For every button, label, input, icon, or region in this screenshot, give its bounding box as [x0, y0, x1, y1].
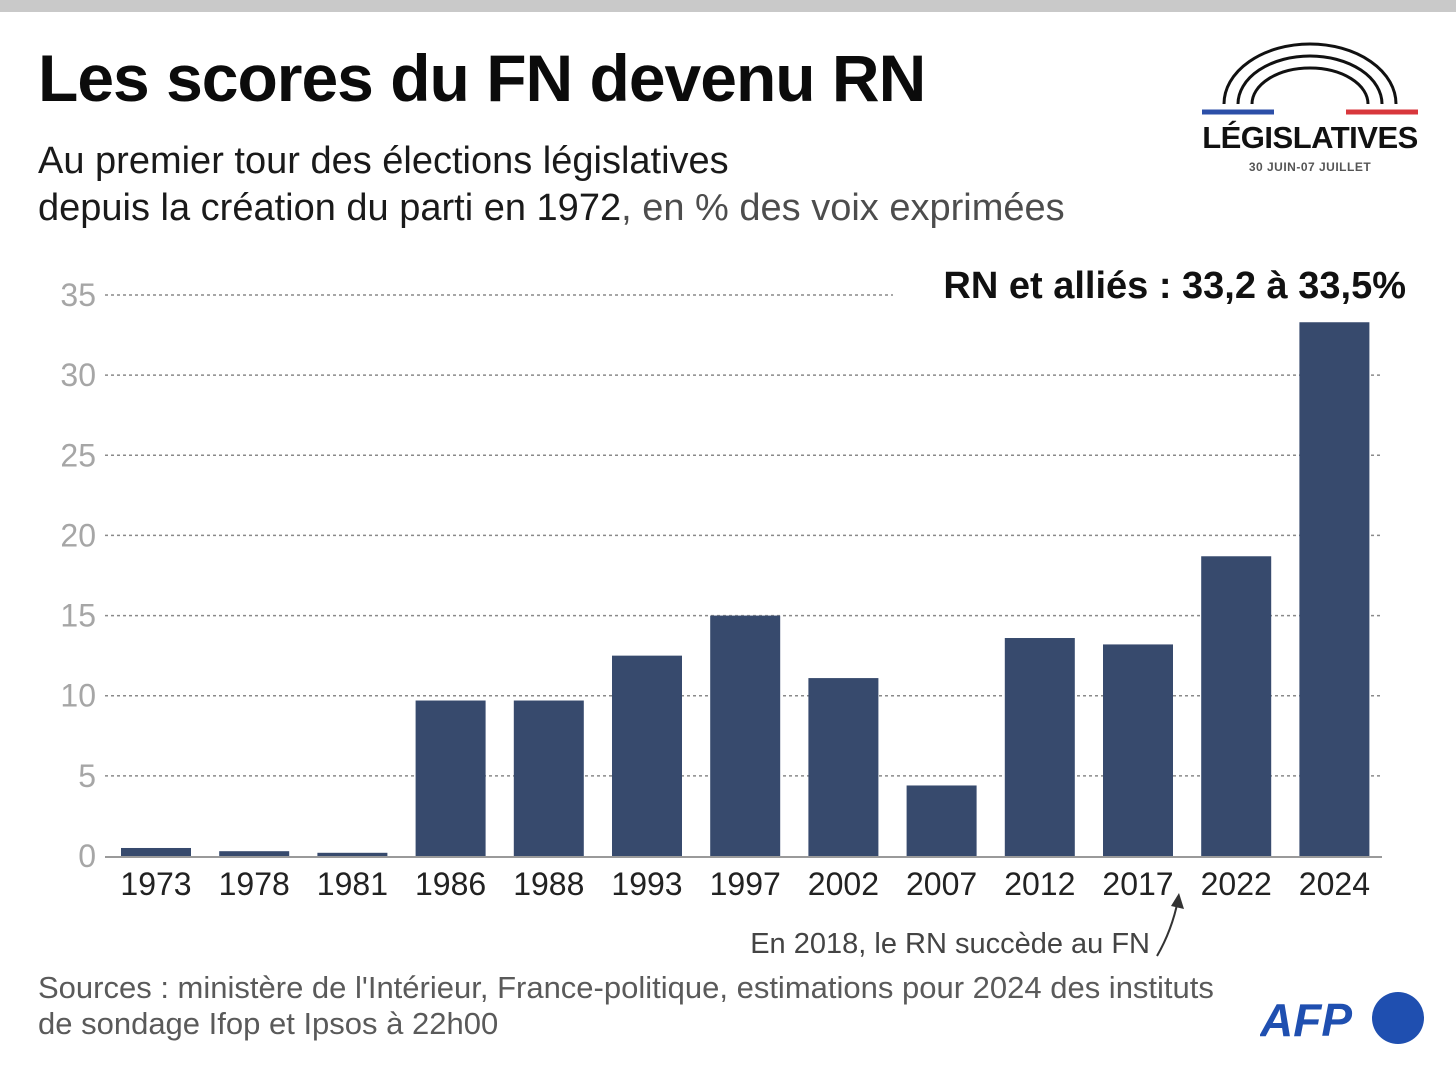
y-tick-label: 20	[60, 517, 96, 553]
bar-2002	[808, 678, 879, 856]
chart-title: Les scores du FN devenu RN	[38, 41, 926, 115]
y-tick-label: 5	[78, 758, 96, 794]
x-tick-label: 2002	[808, 866, 879, 902]
bar-1993	[612, 655, 682, 856]
x-tick-label: 2007	[906, 866, 977, 902]
annotation-arrowhead-icon	[1171, 893, 1184, 909]
bar-1973	[121, 847, 191, 856]
x-tick-label: 1993	[611, 866, 682, 902]
bar-2022	[1201, 556, 1272, 856]
x-tick-label: 1988	[513, 866, 584, 902]
y-tick-label: 30	[60, 357, 96, 393]
chart-subtitle: Au premier tour des élections législativ…	[38, 138, 1065, 232]
subtitle-line-1: Au premier tour des élections législativ…	[38, 140, 729, 182]
y-tick-label: 35	[60, 277, 96, 313]
top-rule	[0, 0, 1456, 12]
bar-1988	[513, 700, 584, 856]
hemicycle-arcs-icon	[1202, 42, 1418, 115]
bar-2007	[906, 785, 977, 856]
bar-1997	[710, 615, 781, 856]
bar-2024	[1299, 322, 1370, 857]
y-tick-label: 15	[60, 598, 96, 634]
source-line-1: Sources : ministère de l'Intérieur, Fran…	[38, 970, 1214, 1005]
x-tick-label: 1978	[219, 866, 290, 902]
x-tick-label: 1986	[415, 866, 486, 902]
source-note: Sources : ministère de l'Intérieur, Fran…	[38, 970, 1238, 1042]
bar-2017	[1103, 644, 1173, 856]
x-tick-label: 2024	[1299, 866, 1370, 902]
annotation-arrow	[1156, 899, 1179, 957]
x-tick-label: 1981	[317, 866, 388, 902]
x-tick-label: 2017	[1102, 866, 1173, 902]
logo-word: LÉGISLATIVES	[1202, 120, 1418, 155]
y-tick-label: 10	[60, 678, 96, 714]
afp-dot-icon	[1372, 992, 1424, 1044]
y-tick-label: 0	[78, 838, 96, 874]
afp-logo: AFP	[1260, 992, 1424, 1046]
annotation-text: En 2018, le RN succède au FN	[750, 928, 1150, 960]
highlight-label: RN et alliés : 33,2 à 33,5%	[943, 265, 1406, 307]
subtitle-line-2: depuis la création du parti en 1972	[38, 187, 622, 229]
bar-1978	[219, 851, 290, 856]
subtitle-unit: , en % des voix exprimées	[621, 187, 1065, 229]
afp-wordmark: AFP	[1260, 994, 1352, 1046]
x-tick-label: 1973	[120, 866, 191, 902]
bar-1981	[317, 852, 388, 856]
x-tick-label: 1997	[710, 866, 781, 902]
legislatives-logo: LÉGISLATIVES 30 JUIN-07 JUILLET	[1196, 36, 1424, 182]
x-tick-label: 2022	[1201, 866, 1272, 902]
source-line-2: de sondage Ifop et Ipsos à 22h00	[38, 1006, 499, 1041]
logo-dates: 30 JUIN-07 JUILLET	[1248, 160, 1372, 174]
x-tick-label: 2012	[1004, 866, 1075, 902]
bar-1986	[415, 700, 486, 856]
y-tick-label: 25	[60, 437, 96, 473]
bar-2012	[1004, 638, 1075, 856]
